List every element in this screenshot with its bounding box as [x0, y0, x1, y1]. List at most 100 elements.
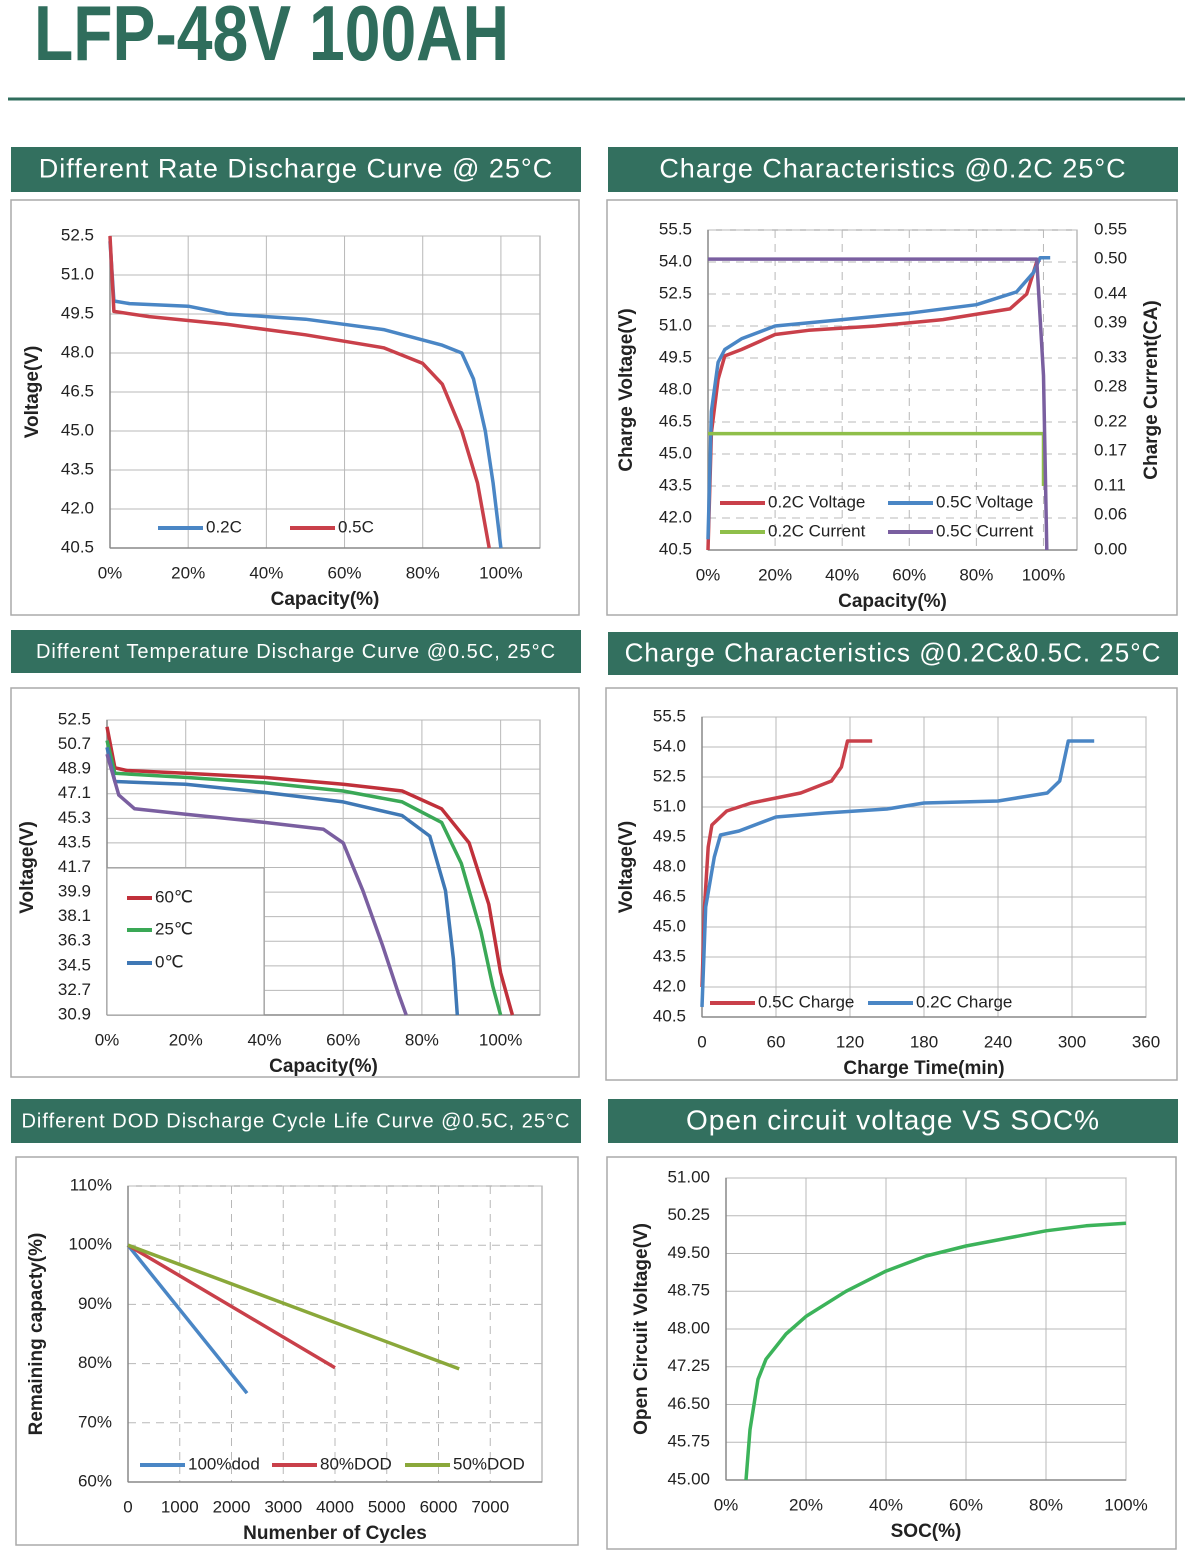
y-tick-label: 46.50: [667, 1394, 710, 1413]
legend-label: 0.2C Voltage: [768, 492, 865, 511]
x-tick-label: 3000: [264, 1497, 302, 1516]
legend-label: 50%DOD: [453, 1454, 525, 1473]
panel-title: Different Temperature Discharge Curve @0…: [36, 641, 556, 663]
y-tick-label: 52.5: [61, 225, 94, 244]
y-tick-label: 50.7: [58, 734, 91, 753]
x-tick-label: 0%: [95, 1030, 120, 1049]
series-line: [108, 241, 503, 549]
y-tick-label: 34.5: [58, 955, 91, 974]
y-tick-label: 55.5: [659, 219, 692, 238]
y-tick-label: 40.5: [61, 537, 94, 556]
legend-label: 80%DOD: [320, 1454, 392, 1473]
x-axis-label: Capacity(%): [269, 1056, 378, 1077]
y2-axis-label: Charge Current(CA): [1141, 300, 1162, 479]
series-line: [105, 746, 460, 1016]
y-tick-label: 45.00: [667, 1469, 710, 1488]
y-axis-label: Voltage(V): [22, 346, 43, 439]
y2-tick-label: 0.06: [1094, 505, 1127, 524]
y-tick-label: 47.25: [667, 1356, 710, 1375]
x-tick-label: 1000: [161, 1497, 199, 1516]
y-tick-label: 50.25: [667, 1205, 710, 1224]
panel-title: Charge Characteristics @0.2C 25°C: [659, 154, 1126, 184]
y2-tick-label: 0.39: [1094, 313, 1127, 332]
y2-tick-label: 0.00: [1094, 539, 1127, 558]
y-tick-label: 38.1: [58, 906, 91, 925]
y-tick-label: 55.5: [653, 706, 686, 725]
x-tick-label: 40%: [825, 565, 859, 584]
y-tick-label: 43.5: [58, 832, 91, 851]
x-tick-label: 40%: [869, 1495, 903, 1514]
series-line: [127, 1243, 336, 1370]
y-tick-label: 36.3: [58, 931, 91, 950]
series-line: [105, 753, 408, 1016]
series-line: [700, 739, 1095, 1008]
y-tick-label: 70%: [78, 1412, 112, 1431]
y-tick-label: 49.5: [61, 303, 94, 322]
x-tick-label: 100%: [1104, 1495, 1147, 1514]
legend-label: 0.2C Charge: [916, 992, 1012, 1011]
x-tick-label: 7000: [471, 1497, 509, 1516]
x-tick-label: 100%: [479, 563, 522, 582]
x-tick-label: 4000: [316, 1497, 354, 1516]
y2-tick-label: 0.33: [1094, 347, 1127, 366]
x-tick-label: 20%: [758, 565, 792, 584]
series-line: [700, 739, 873, 988]
y2-tick-label: 0.50: [1094, 249, 1127, 268]
y-tick-label: 80%: [78, 1353, 112, 1372]
y-tick-label: 110%: [70, 1175, 112, 1194]
x-tick-label: 80%: [1029, 1495, 1063, 1514]
y2-tick-label: 0.22: [1094, 411, 1127, 430]
legend-box: [106, 867, 265, 1016]
panel-title: Different DOD Discharge Cycle Life Curve…: [21, 1110, 570, 1132]
x-tick-label: 80%: [406, 563, 440, 582]
series-line: [108, 235, 491, 549]
y-tick-label: 48.00: [667, 1318, 710, 1337]
x-tick-label: 0%: [696, 565, 721, 584]
legend-label: 0.5C Charge: [758, 992, 854, 1011]
y-tick-label: 45.75: [667, 1432, 710, 1451]
x-tick-label: 0%: [98, 563, 123, 582]
panel-header: [608, 1099, 1178, 1143]
y-tick-label: 45.0: [61, 420, 94, 439]
x-axis-label: Capacity(%): [838, 591, 947, 612]
x-axis-label: Numenber of Cycles: [243, 1523, 427, 1544]
x-tick-label: 60: [767, 1032, 786, 1051]
x-tick-label: 60%: [949, 1495, 983, 1514]
y-tick-label: 100%: [69, 1235, 112, 1254]
y-tick-label: 32.7: [58, 980, 91, 999]
legend-label: 0.2C: [206, 517, 242, 536]
x-tick-label: 300: [1058, 1032, 1086, 1051]
y-tick-label: 48.9: [58, 759, 91, 778]
y-axis-label: Remaining capacty(%): [26, 1233, 47, 1436]
y-axis-label: Charge Voltage(V): [616, 308, 637, 471]
y-tick-label: 54.0: [659, 251, 692, 270]
y-tick-label: 52.5: [58, 709, 91, 728]
x-tick-label: 2000: [213, 1497, 251, 1516]
y-tick-label: 54.0: [653, 736, 686, 755]
legend-label: 0.5C: [338, 517, 374, 536]
y-tick-label: 48.0: [61, 342, 94, 361]
y2-tick-label: 0.55: [1094, 219, 1127, 238]
series-line: [126, 1244, 249, 1395]
x-tick-label: 20%: [169, 1030, 203, 1049]
series-line: [127, 1243, 460, 1371]
y-tick-label: 49.50: [667, 1243, 710, 1262]
x-tick-label: 40%: [249, 563, 283, 582]
x-axis-label: SOC(%): [891, 1521, 962, 1542]
y-tick-label: 43.5: [659, 475, 692, 494]
legend-label: 0.5C Voltage: [936, 492, 1033, 511]
y-tick-label: 40.5: [653, 1006, 686, 1025]
panel-header: [11, 630, 581, 673]
x-tick-label: 5000: [368, 1497, 406, 1516]
y-tick-label: 48.0: [653, 856, 686, 875]
y-tick-label: 48.75: [667, 1281, 710, 1300]
panel-header: [608, 632, 1178, 675]
y2-tick-label: 0.11: [1094, 475, 1126, 494]
panel-title: Different Rate Discharge Curve @ 25°C: [39, 154, 553, 184]
x-tick-label: 120: [836, 1032, 864, 1051]
series-line: [706, 255, 1051, 540]
page-title: LFP-48V 100AH: [34, 0, 509, 77]
y-tick-label: 39.9: [58, 882, 91, 901]
y-tick-label: 51.00: [667, 1167, 710, 1186]
x-tick-label: 80%: [959, 565, 993, 584]
